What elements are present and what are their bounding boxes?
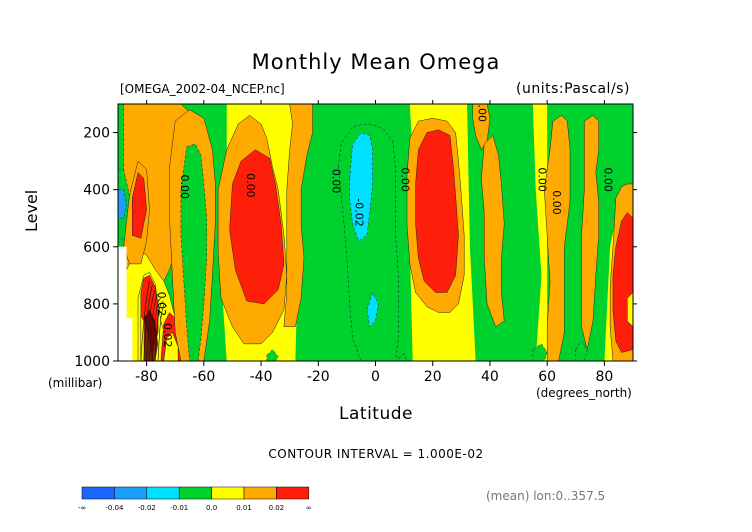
- colorbar-label-6: 0.02: [269, 504, 285, 512]
- units-label: (units:Pascal/s): [516, 81, 630, 97]
- contour-region-19: [366, 291, 379, 328]
- contour-label-4: 0.00: [398, 167, 411, 192]
- contour-label-3: -0.02: [352, 198, 365, 226]
- contour-region-6: [163, 332, 179, 361]
- contour-region-11: [132, 172, 147, 239]
- contour-region-24: [544, 115, 571, 361]
- contour-label-9: 0.02: [155, 292, 168, 317]
- colorbar-label-2: -0.02: [138, 504, 156, 512]
- contour-label-10: 0.02: [161, 323, 174, 348]
- x-axis-label: Latitude: [339, 404, 413, 424]
- contour-line-1: [143, 285, 153, 361]
- contour-region-30: [575, 340, 588, 361]
- contour-region-31: [266, 349, 279, 361]
- x-tick-label-8: 80: [595, 369, 613, 385]
- colorbar-swatch-5: [243, 486, 277, 500]
- contour-label-7: 0.00: [550, 190, 563, 215]
- contour-label-0: 0.00: [178, 175, 191, 200]
- contour-line-5: [154, 301, 165, 361]
- contour-label-8: 0.00: [601, 167, 614, 192]
- y-tick-label-1: 400: [83, 183, 110, 199]
- contour-line-6: [157, 304, 167, 361]
- contour-line-0: [140, 280, 150, 361]
- contour-label-5: 0.00: [476, 97, 489, 122]
- mean-lon-label: (mean) lon:0..357.5: [486, 489, 606, 503]
- contour-region-23: [481, 134, 505, 328]
- y-tick-label-2: 600: [83, 240, 110, 256]
- missing-data: [118, 246, 133, 361]
- colorbar-label-1: -0.04: [105, 504, 124, 512]
- x-tick-label-5: 20: [424, 369, 442, 385]
- colorbar-swatch-4: [211, 486, 245, 500]
- colorbar-swatch-6: [276, 486, 310, 500]
- file-label: [OMEGA_2002-04_NCEP.nc]: [120, 82, 285, 96]
- colorbar-swatch-2: [146, 486, 180, 500]
- x-tick-label-2: -40: [250, 369, 273, 385]
- contour-region-9: [118, 189, 127, 219]
- x-tick-label-3: -20: [307, 369, 330, 385]
- y-tick-label-4: 1000: [74, 354, 110, 370]
- chart-title: Monthly Mean Omega: [251, 50, 501, 74]
- contour-line-3: [149, 293, 159, 361]
- colorbar-label-7: ∞: [306, 504, 312, 512]
- contour-region-18: [349, 132, 373, 242]
- x-tick-label-1: -60: [192, 369, 215, 385]
- colorbar-label-0: -∞: [78, 504, 86, 512]
- contour-label-2: 0.00: [330, 169, 343, 194]
- contour-region-21: [415, 129, 459, 293]
- x-tick-label-7: 60: [538, 369, 556, 385]
- contour-line-2: [146, 289, 156, 361]
- colorbar-swatch-0: [81, 486, 115, 500]
- colorbar-label-3: -0.01: [170, 504, 188, 512]
- colorbar-swatch-3: [178, 486, 212, 500]
- y-axis-units: (millibar): [48, 376, 103, 390]
- x-tick-label-4: 0: [371, 369, 380, 385]
- colorbar-label-5: 0.01: [236, 504, 252, 512]
- contour-interval-label: CONTOUR INTERVAL = 1.000E-02: [268, 447, 484, 461]
- contour-region-15: [229, 149, 285, 305]
- x-axis-units: (degrees_north): [536, 386, 632, 400]
- contour-region-32: [398, 353, 408, 361]
- colorbar-swatch-1: [114, 486, 148, 500]
- contour-region-13: [180, 143, 207, 361]
- colorbar-label-4: 0.0: [206, 504, 217, 512]
- contour-region-16: [283, 104, 313, 327]
- contour-region-28: [627, 292, 633, 328]
- y-tick-label-0: 200: [83, 126, 110, 142]
- contour-line-4: [152, 297, 162, 361]
- x-tick-label-6: 40: [481, 369, 499, 385]
- y-tick-label-3: 800: [83, 297, 110, 313]
- x-tick-label-0: -80: [135, 369, 158, 385]
- contour-region-25: [581, 115, 599, 350]
- contour-label-1: 0.00: [244, 173, 257, 198]
- contour-fields: 0.00 0.00 0.00-0.020.000.000.000.000.000.0…: [118, 97, 633, 361]
- contour-label-6: 0.00: [536, 167, 549, 192]
- contour-region-29: [532, 343, 548, 361]
